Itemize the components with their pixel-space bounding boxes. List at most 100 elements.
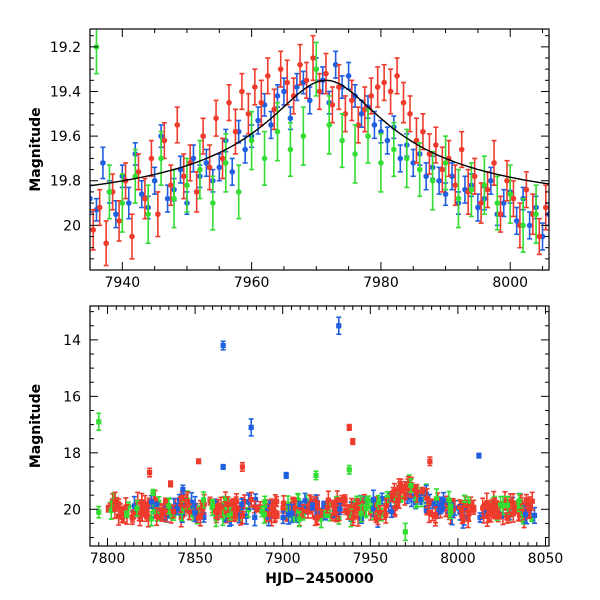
data-point-blue — [371, 122, 378, 128]
outlier-point-blue — [220, 342, 226, 349]
baseline-point-green — [262, 499, 268, 505]
y-tick-label: 20 — [63, 502, 81, 518]
data-point-blue — [294, 84, 300, 90]
data-point-blue — [242, 146, 248, 153]
data-point-blue — [513, 218, 520, 224]
baseline-point-red — [131, 511, 137, 517]
baseline-point-red — [163, 510, 169, 516]
data-point-red — [213, 115, 219, 122]
outlier-point-blue — [180, 486, 186, 493]
data-point-green — [248, 137, 255, 144]
data-point-green — [197, 166, 203, 173]
baseline-point-green — [179, 508, 185, 514]
data-point-red — [264, 73, 271, 79]
data-point-green — [300, 133, 307, 139]
data-point-red — [277, 66, 284, 72]
data-point-green — [442, 160, 449, 166]
data-point-red — [90, 227, 97, 233]
y-tick-label: 14 — [63, 333, 81, 349]
data-point-blue — [436, 177, 442, 184]
data-point-blue — [203, 160, 210, 166]
x-tick-label: 8000 — [440, 551, 476, 567]
plot-area — [96, 316, 538, 542]
outlier-point-green — [402, 529, 408, 535]
baseline-point-red — [361, 509, 367, 515]
baseline-point-red — [139, 512, 145, 518]
baseline-point-green — [448, 504, 454, 510]
baseline-point-red — [324, 504, 330, 511]
baseline-point-red — [105, 506, 111, 512]
baseline-point-blue — [337, 506, 343, 512]
data-point-red — [471, 173, 478, 180]
baseline-point-green — [363, 503, 369, 509]
data-point-green — [455, 195, 462, 202]
baseline-point-red — [516, 512, 523, 518]
data-point-blue — [274, 93, 281, 99]
data-point-red — [491, 160, 497, 166]
baseline-point-red — [274, 512, 280, 518]
data-point-green — [235, 189, 242, 195]
baseline-point-green — [366, 498, 372, 504]
data-point-blue — [475, 204, 481, 211]
outlier-point-blue — [283, 472, 289, 479]
data-point-green — [145, 211, 151, 218]
baseline-point-blue — [192, 509, 198, 516]
y-tick-label: 19.6 — [50, 129, 81, 145]
data-point-red — [168, 182, 174, 189]
baseline-point-red — [429, 511, 435, 518]
baseline-point-red — [225, 501, 231, 508]
outlier-point-green — [96, 509, 102, 515]
baseline-point-green — [151, 506, 157, 513]
x-tick-label: 7960 — [234, 275, 270, 291]
x-tick-label: 7980 — [363, 275, 399, 291]
y-axis-title: Magnitude — [28, 384, 44, 468]
baseline-point-green — [148, 516, 154, 522]
baseline-point-red — [392, 505, 398, 511]
baseline-point-red — [462, 505, 469, 511]
data-point-red — [180, 173, 187, 180]
data-point-blue — [397, 155, 404, 162]
baseline-point-blue — [440, 497, 447, 503]
baseline-point-green — [529, 515, 535, 522]
outlier-point-red — [196, 458, 202, 464]
baseline-point-green — [375, 501, 381, 508]
baseline-point-green — [500, 502, 506, 509]
baseline-point-red — [155, 507, 162, 513]
outlier-point-red — [346, 424, 352, 431]
data-point-blue — [449, 173, 455, 180]
data-point-blue — [216, 164, 223, 171]
y-axis-title: Magnitude — [28, 107, 44, 191]
data-point-green — [171, 195, 177, 202]
baseline-point-red — [163, 498, 169, 505]
data-point-green — [326, 122, 332, 128]
baseline-point-red — [426, 509, 432, 516]
data-point-red — [497, 211, 504, 218]
data-point-red — [116, 218, 122, 224]
data-point-red — [96, 204, 103, 211]
data-point-green — [106, 189, 113, 195]
data-point-blue — [307, 97, 313, 104]
data-point-red — [504, 177, 510, 184]
data-point-red — [542, 204, 549, 211]
x-tick-label: 7940 — [105, 275, 141, 291]
baseline-point-blue — [266, 514, 272, 520]
y-tick-label: 19.2 — [50, 40, 81, 56]
data-point-red — [394, 73, 400, 79]
data-point-green — [261, 155, 268, 162]
data-point-green — [352, 151, 358, 157]
baseline-point-green — [447, 510, 454, 516]
data-point-blue — [358, 110, 365, 117]
baseline-point-blue — [174, 506, 180, 512]
outlier-point-blue — [248, 424, 254, 431]
baseline-point-red — [391, 490, 397, 497]
data-point-green — [365, 133, 371, 139]
data-point-blue — [255, 117, 261, 124]
baseline-point-red — [510, 500, 516, 506]
data-point-red — [174, 122, 181, 128]
baseline-point-red — [355, 514, 361, 520]
baseline-point-red — [194, 515, 200, 521]
baseline-point-blue — [449, 513, 455, 519]
baseline-point-blue — [154, 502, 160, 509]
baseline-point-green — [318, 516, 324, 522]
outlier-point-red — [427, 458, 433, 464]
